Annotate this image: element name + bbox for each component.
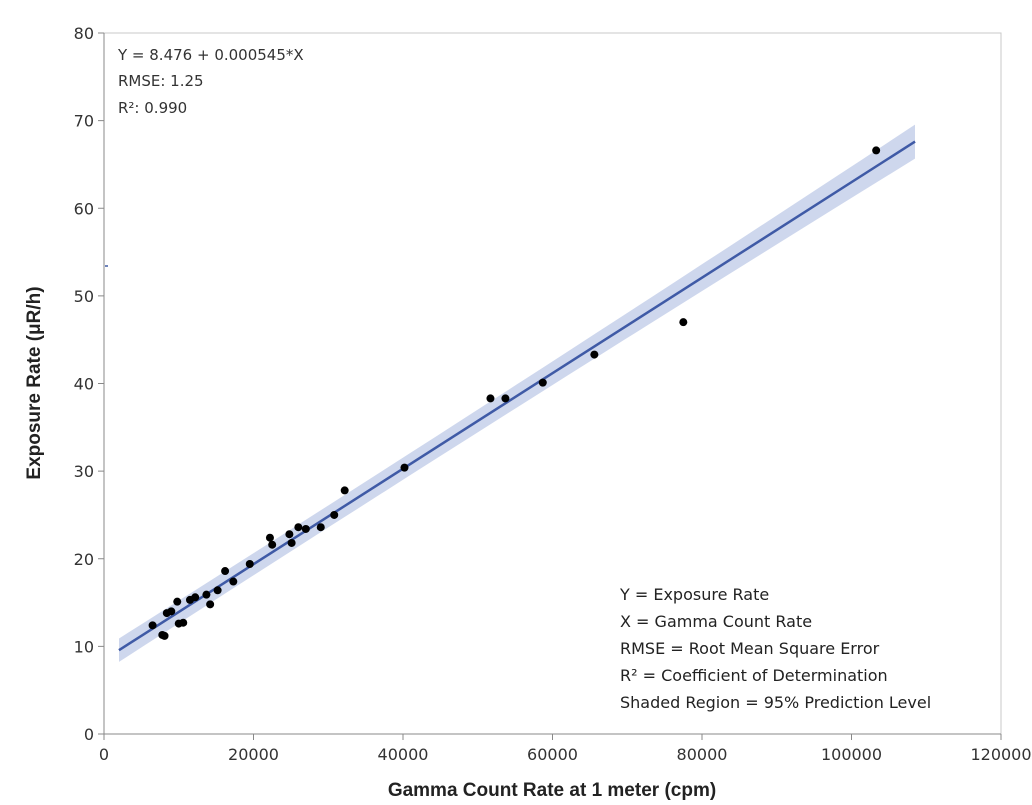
legend-notes: Y = Exposure Rate X = Gamma Count Rate RMS… <box>619 585 931 712</box>
y-tick-label: 40 <box>74 375 94 394</box>
y-axis-title: Exposure Rate (μR/h) <box>24 286 45 479</box>
data-point <box>160 631 169 640</box>
data-point <box>679 318 688 327</box>
legend-note: Y = Exposure Rate <box>619 585 769 604</box>
data-point <box>148 621 157 630</box>
x-tick-label: 100000 <box>821 745 882 764</box>
data-points-layer <box>148 146 881 640</box>
data-point <box>590 350 599 359</box>
legend-note: X = Gamma Count Rate <box>620 612 812 631</box>
data-point <box>330 510 339 519</box>
y-tick-label: 0 <box>84 725 94 744</box>
y-tick-label: 50 <box>74 287 94 306</box>
data-point <box>316 523 325 532</box>
data-point <box>486 394 495 403</box>
data-point <box>294 523 303 532</box>
data-point <box>202 590 211 599</box>
y-tick-label: 60 <box>74 199 94 218</box>
y-axis-ticks: 0 10 20 30 40 50 60 70 80 <box>74 24 104 744</box>
y-tick-label: 30 <box>74 462 94 481</box>
x-axis-title: Gamma Count Rate at 1 meter (cpm) <box>388 780 716 801</box>
fit-r-squared: R²: 0.990 <box>118 99 187 117</box>
data-point <box>213 586 222 595</box>
x-axis-ticks: 0 20000 40000 60000 80000 100000 120000 <box>99 734 1032 764</box>
x-tick-label: 120000 <box>970 745 1031 764</box>
fit-equation: Y = 8.476 + 0.000545*X <box>117 46 304 64</box>
data-point <box>173 597 182 606</box>
data-point <box>206 600 215 609</box>
x-tick-label: 40000 <box>378 745 429 764</box>
data-point <box>400 463 409 472</box>
x-tick-label: 60000 <box>527 745 578 764</box>
data-point <box>301 524 310 533</box>
fit-rmse: RMSE: 1.25 <box>118 72 204 90</box>
data-point <box>872 146 881 155</box>
data-point <box>268 540 277 549</box>
y-tick-label: 80 <box>74 24 94 43</box>
data-point <box>340 486 349 495</box>
x-tick-label: 80000 <box>677 745 728 764</box>
y-tick-label: 70 <box>74 112 94 131</box>
data-point <box>167 607 176 616</box>
data-point <box>265 533 274 542</box>
legend-note: Shaded Region = 95% Prediction Level <box>620 693 931 712</box>
data-point <box>229 577 238 586</box>
data-point <box>285 530 294 539</box>
data-point <box>501 394 510 403</box>
y-tick-label: 20 <box>74 550 94 569</box>
data-point <box>538 378 547 387</box>
data-point <box>221 567 230 576</box>
data-point <box>287 538 296 547</box>
x-tick-label: 0 <box>99 745 109 764</box>
x-tick-label: 20000 <box>228 745 279 764</box>
legend-note: R² = Coefficient of Determination <box>620 666 888 685</box>
legend-note: RMSE = Root Mean Square Error <box>620 639 880 658</box>
y-tick-label: 10 <box>74 637 94 656</box>
data-point <box>245 560 254 569</box>
data-point <box>179 618 188 627</box>
data-point <box>191 593 200 602</box>
